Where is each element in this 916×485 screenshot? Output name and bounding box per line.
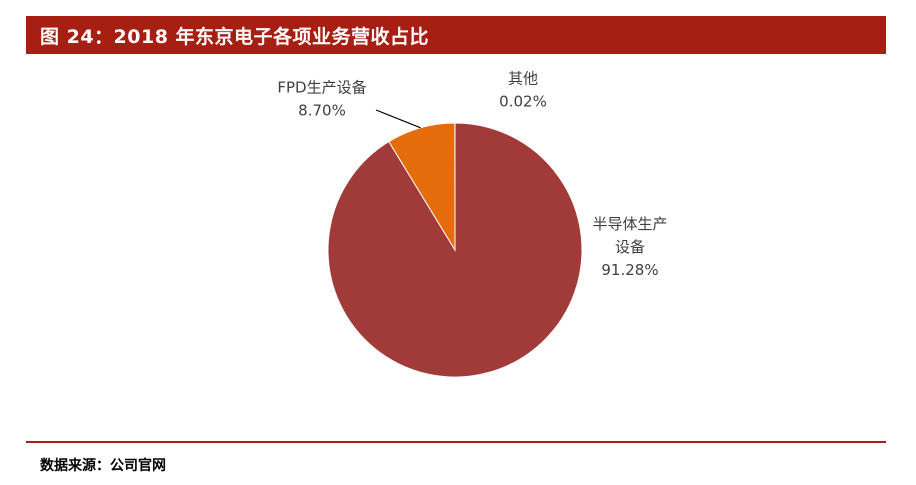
slice-2-pct-label: 0.02% (499, 93, 547, 111)
slice-1-name-label: FPD生产设备 (277, 79, 366, 97)
slice-0-name-label: 半导体生产 (592, 215, 667, 233)
slice-0-name-label: 设备 (615, 238, 645, 256)
bottom-divider (26, 441, 886, 443)
slice-0-pct-label: 91.28% (601, 261, 658, 279)
leader-line-1 (376, 110, 421, 128)
source-note: 数据来源：公司官网 (40, 455, 166, 475)
slice-2-name-label: 其他 (508, 70, 538, 88)
slice-1-pct-label: 8.70% (298, 102, 346, 120)
